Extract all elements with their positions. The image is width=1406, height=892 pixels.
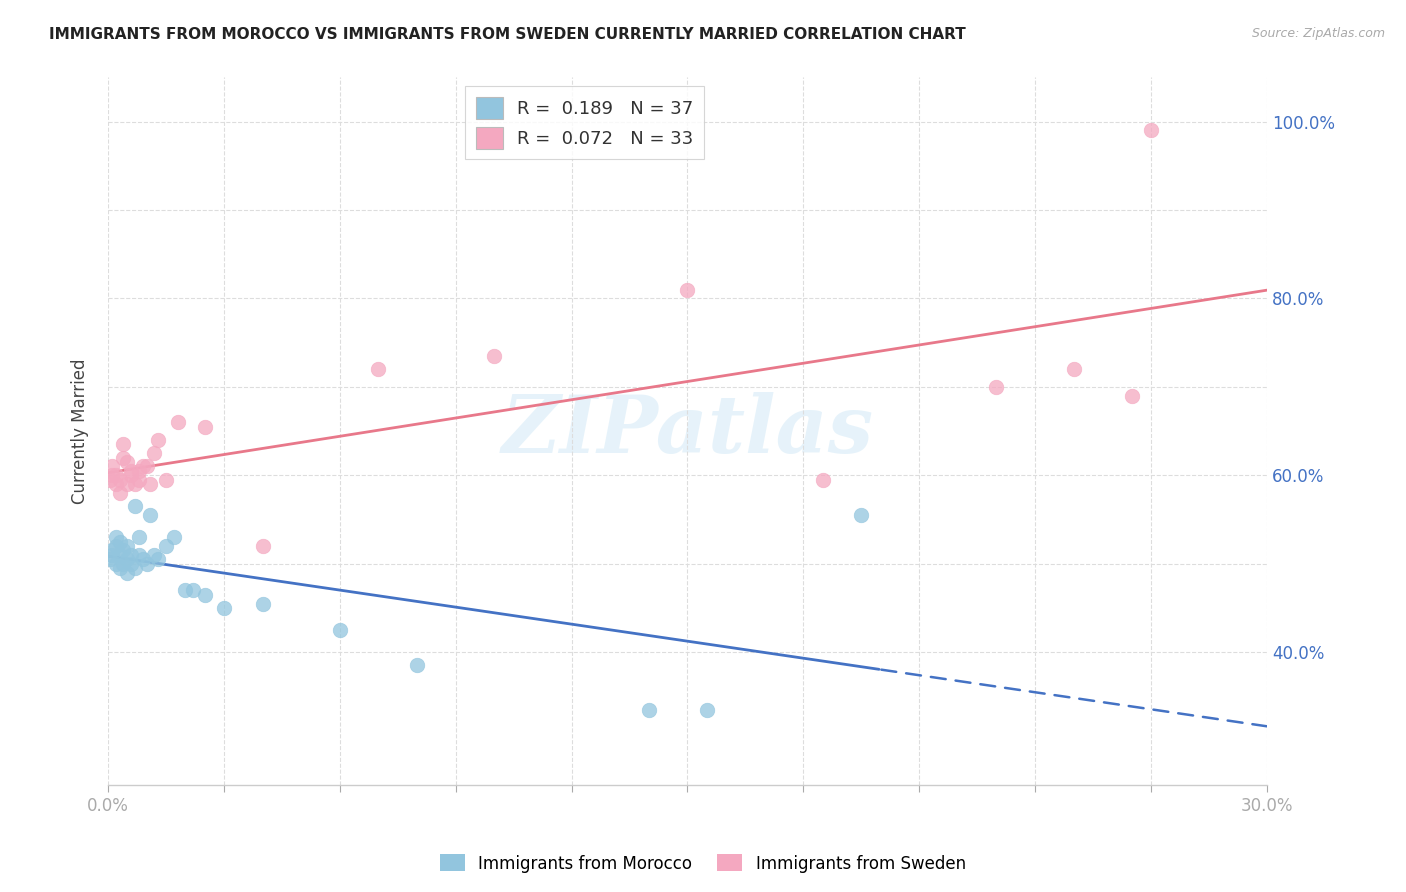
Point	[124, 500, 146, 514]
Point	[166, 415, 188, 429]
Point	[696, 703, 718, 717]
Point	[484, 349, 506, 363]
Point	[212, 601, 235, 615]
Point	[135, 459, 157, 474]
Point	[132, 459, 155, 474]
Point	[143, 548, 166, 562]
Point	[252, 539, 274, 553]
Point	[252, 597, 274, 611]
Point	[128, 473, 150, 487]
Point	[986, 380, 1008, 394]
Text: Source: ZipAtlas.com: Source: ZipAtlas.com	[1251, 27, 1385, 40]
Point	[155, 539, 177, 553]
Point	[148, 433, 170, 447]
Point	[676, 283, 699, 297]
Point	[117, 539, 139, 553]
Point	[132, 552, 155, 566]
Y-axis label: Currently Married: Currently Married	[72, 359, 89, 504]
Point	[120, 548, 142, 562]
Point	[108, 548, 131, 562]
Point	[1121, 389, 1143, 403]
Point	[163, 530, 186, 544]
Point	[120, 464, 142, 478]
Point	[101, 459, 124, 474]
Point	[117, 477, 139, 491]
Point	[193, 588, 215, 602]
Point	[135, 557, 157, 571]
Point	[104, 468, 127, 483]
Point	[101, 543, 124, 558]
Point	[143, 446, 166, 460]
Point	[98, 552, 121, 566]
Point	[329, 623, 352, 637]
Point	[124, 561, 146, 575]
Point	[112, 557, 135, 571]
Point	[148, 552, 170, 566]
Point	[112, 450, 135, 465]
Point	[367, 362, 389, 376]
Point	[811, 473, 834, 487]
Point	[851, 508, 873, 522]
Point	[139, 477, 162, 491]
Point	[139, 508, 162, 522]
Point	[406, 658, 429, 673]
Point	[155, 473, 177, 487]
Point	[174, 583, 197, 598]
Point	[117, 455, 139, 469]
Point	[1140, 123, 1163, 137]
Point	[112, 543, 135, 558]
Point	[120, 468, 142, 483]
Legend: Immigrants from Morocco, Immigrants from Sweden: Immigrants from Morocco, Immigrants from…	[433, 847, 973, 880]
Point	[128, 530, 150, 544]
Legend: R =  0.189   N = 37, R =  0.072   N = 33: R = 0.189 N = 37, R = 0.072 N = 33	[465, 87, 704, 160]
Point	[108, 534, 131, 549]
Point	[1063, 362, 1085, 376]
Point	[120, 557, 142, 571]
Point	[108, 473, 131, 487]
Point	[128, 548, 150, 562]
Point	[101, 548, 124, 562]
Text: IMMIGRANTS FROM MOROCCO VS IMMIGRANTS FROM SWEDEN CURRENTLY MARRIED CORRELATION : IMMIGRANTS FROM MOROCCO VS IMMIGRANTS FR…	[49, 27, 966, 42]
Point	[108, 561, 131, 575]
Point	[104, 557, 127, 571]
Point	[104, 530, 127, 544]
Point	[117, 566, 139, 580]
Point	[637, 703, 659, 717]
Point	[117, 552, 139, 566]
Point	[112, 437, 135, 451]
Point	[124, 477, 146, 491]
Point	[101, 468, 124, 483]
Point	[98, 473, 121, 487]
Point	[104, 477, 127, 491]
Text: ZIPatlas: ZIPatlas	[502, 392, 873, 470]
Point	[181, 583, 204, 598]
Point	[104, 539, 127, 553]
Point	[193, 419, 215, 434]
Point	[128, 464, 150, 478]
Point	[108, 486, 131, 500]
